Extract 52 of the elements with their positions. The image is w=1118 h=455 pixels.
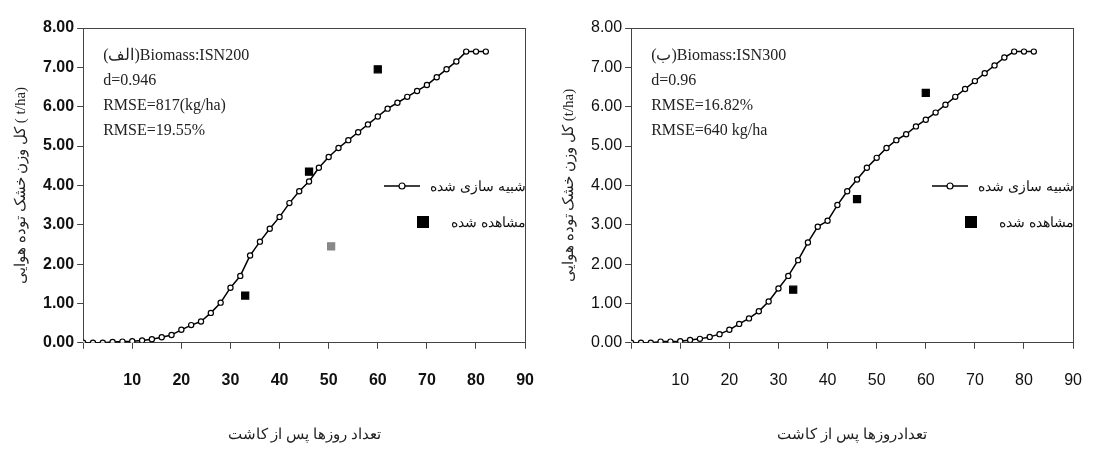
x-tick-label: 30 bbox=[769, 370, 788, 388]
annotation: d=0.96 bbox=[651, 71, 697, 89]
y-tick-label: 3.00 bbox=[43, 215, 75, 233]
x-tick-label: 80 bbox=[1015, 370, 1033, 388]
x-tick-label: 80 bbox=[467, 370, 485, 388]
y-tick-label: 3.00 bbox=[591, 215, 623, 233]
x-tick-label: 90 bbox=[516, 370, 535, 388]
x-tick-label: 60 bbox=[916, 370, 935, 388]
y-tick-label: 4.00 bbox=[591, 175, 623, 193]
x-tick-label: 60 bbox=[368, 370, 387, 388]
x-tick-label: 20 bbox=[720, 370, 739, 388]
y-tick-label: 6.00 bbox=[43, 97, 75, 115]
x-tick-label: 70 bbox=[417, 370, 436, 388]
annotation: (الف)Biomass:ISN200 bbox=[103, 46, 250, 65]
y-tick-label: 5.00 bbox=[591, 136, 623, 154]
annotation: d=0.946 bbox=[103, 71, 157, 89]
x-tick-label: 50 bbox=[867, 370, 886, 388]
y-tick-label: 8.00 bbox=[591, 18, 623, 36]
legend-label: شبیه سازی شده bbox=[978, 178, 1074, 194]
x-tick-label: 30 bbox=[221, 370, 240, 388]
y-tick-label: 5.00 bbox=[43, 136, 75, 154]
x-tick-label: 90 bbox=[1064, 370, 1083, 388]
annotation: RMSE=16.82% bbox=[651, 96, 754, 114]
y-tick-label: 1.00 bbox=[591, 293, 623, 311]
y-tick-label: 0.00 bbox=[591, 333, 623, 351]
x-tick-label: 70 bbox=[965, 370, 984, 388]
annotation: (ب)Biomass:ISN300 bbox=[651, 46, 787, 65]
y-tick-label: 4.00 bbox=[43, 175, 75, 193]
annotation: RMSE=817(kg/ha) bbox=[103, 96, 226, 115]
legend-label: مشاهده شده bbox=[999, 214, 1074, 230]
x-tick-label: 10 bbox=[123, 370, 142, 388]
x-tick-label: 40 bbox=[818, 370, 837, 388]
legend-label: شبیه سازی شده bbox=[430, 178, 526, 194]
y-axis-title: کل وزن خشک توده هوایی ( t/ha) bbox=[11, 86, 29, 284]
y-tick-label: 2.00 bbox=[43, 254, 75, 272]
y-tick-label: 0.00 bbox=[43, 333, 75, 351]
y-tick-label: 7.00 bbox=[591, 57, 623, 75]
legend-label: مشاهده شده bbox=[451, 214, 526, 230]
y-tick-label: 7.00 bbox=[43, 57, 75, 75]
x-tick-label: 40 bbox=[270, 370, 289, 388]
y-tick-label: 6.00 bbox=[591, 97, 623, 115]
x-axis-title: تعداد روزها پس از کاشت bbox=[227, 425, 381, 443]
y-tick-label: 8.00 bbox=[43, 18, 75, 36]
y-axis-title: کل وزن خشک توده هوایی (t/ha) bbox=[559, 88, 577, 283]
annotation: RMSE=19.55% bbox=[103, 121, 206, 139]
y-tick-label: 2.00 bbox=[591, 254, 623, 272]
x-tick-label: 50 bbox=[319, 370, 338, 388]
x-tick-label: 20 bbox=[172, 370, 191, 388]
y-tick-label: 1.00 bbox=[43, 293, 75, 311]
x-axis-title: تعدادروزها پس از کاشت bbox=[777, 425, 927, 443]
annotation: RMSE=640 kg/ha bbox=[651, 121, 768, 140]
x-tick-label: 10 bbox=[671, 370, 690, 388]
